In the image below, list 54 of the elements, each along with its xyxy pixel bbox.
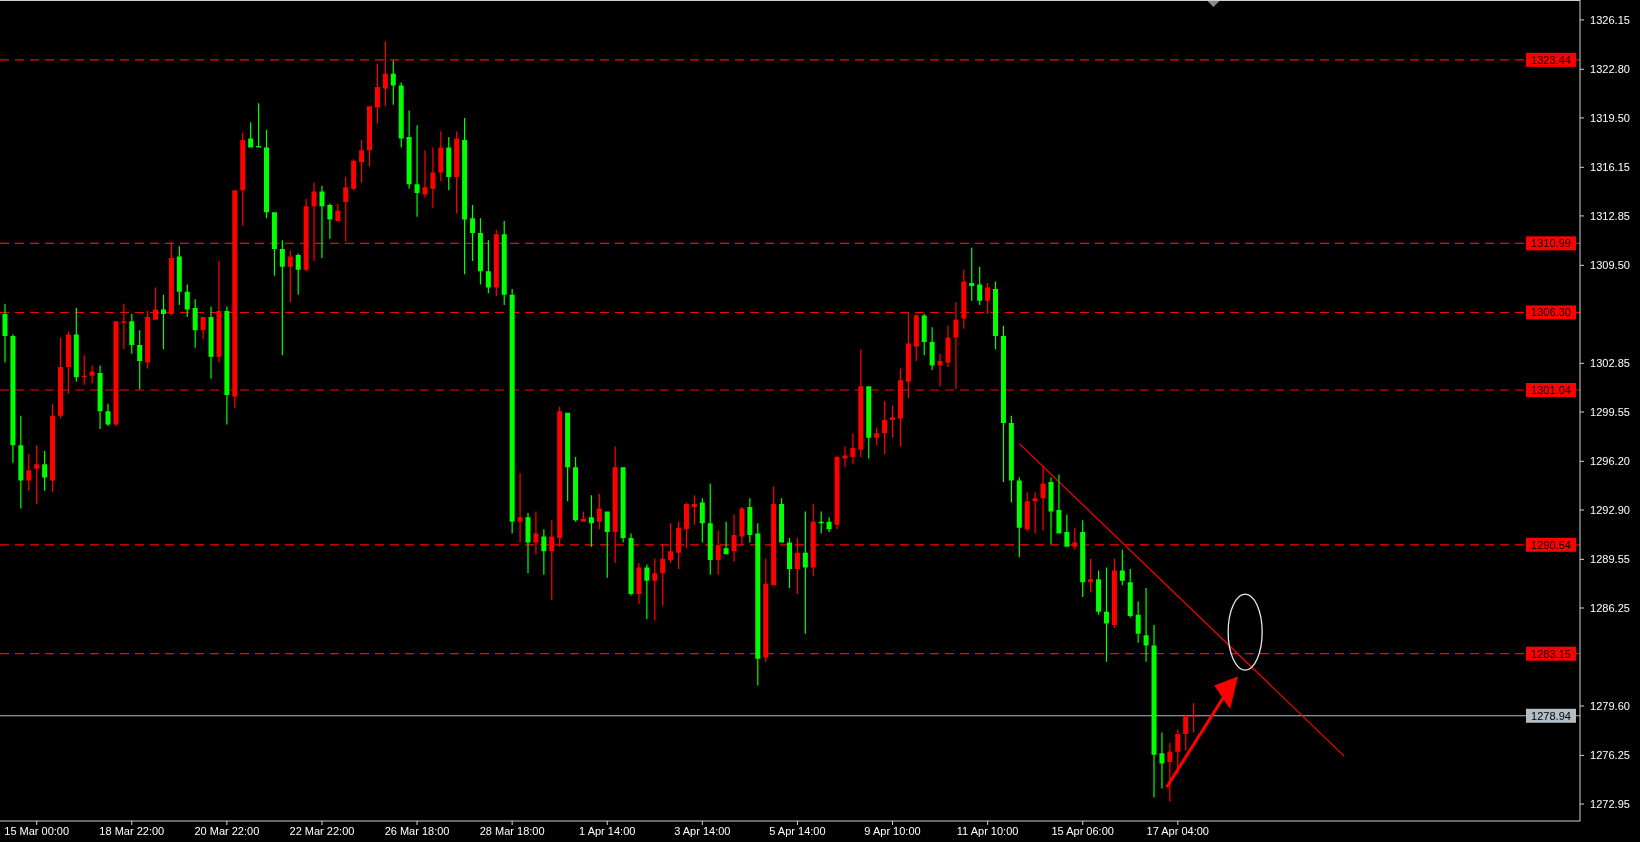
- candlestick: [636, 563, 642, 605]
- candlestick: [525, 512, 531, 574]
- ref-line-label: 1283.15: [1531, 647, 1571, 660]
- candlestick: [1143, 588, 1149, 662]
- y-tick-label: 1299.55: [1590, 405, 1630, 418]
- x-tick-label: 1 Apr 14:00: [579, 825, 636, 837]
- candlestick: [97, 365, 103, 429]
- y-tick-label: 1276.25: [1590, 749, 1630, 762]
- ref-line-label: 1290.54: [1531, 538, 1571, 551]
- x-tick-label: 3 Apr 14:00: [674, 825, 731, 837]
- ref-line-label: 1278.94: [1531, 709, 1571, 722]
- y-tick-label: 1286.25: [1590, 601, 1630, 614]
- y-tick-label: 1316.15: [1590, 161, 1630, 174]
- candlestick: [2, 303, 8, 363]
- ref-line-label: 1323.44: [1531, 53, 1571, 66]
- ref-line-label: 1310.99: [1531, 237, 1571, 250]
- candlestick: [937, 353, 943, 387]
- x-tick-label: 15 Apr 06:00: [1051, 825, 1114, 837]
- candlestick: [842, 446, 848, 468]
- y-tick-label: 1326.15: [1590, 13, 1630, 26]
- y-tick-label: 1319.50: [1590, 111, 1630, 124]
- candlestick: [319, 185, 325, 258]
- x-tick-label: 5 Apr 14:00: [769, 825, 826, 837]
- x-tick-label: 11 Apr 10:00: [956, 825, 1019, 837]
- y-tick-label: 1279.60: [1590, 699, 1630, 712]
- x-tick-label: 28 Mar 18:00: [479, 825, 545, 837]
- x-tick-label: 26 Mar 18:00: [384, 825, 450, 837]
- y-tick-label: 1309.50: [1590, 259, 1630, 272]
- candlestick: [208, 306, 214, 379]
- candlestick: [1159, 732, 1165, 789]
- x-tick-label: 18 Mar 22:00: [99, 825, 165, 837]
- x-tick-label: 22 Mar 22:00: [289, 825, 355, 837]
- candlestick: [422, 150, 428, 198]
- candlestick: [105, 403, 111, 426]
- ref-line-label: 1301.04: [1531, 383, 1571, 396]
- x-tick-label: 15 Mar 00:00: [4, 825, 70, 837]
- y-tick-label: 1322.80: [1590, 63, 1630, 76]
- y-tick-label: 1289.55: [1590, 553, 1630, 566]
- x-tick-label: 9 Apr 10:00: [864, 825, 921, 837]
- candlestick: [517, 473, 523, 543]
- x-tick-label: 17 Apr 04:00: [1146, 825, 1209, 837]
- y-tick-label: 1312.85: [1590, 209, 1630, 222]
- ref-line-label: 1306.30: [1531, 306, 1571, 319]
- x-tick-label: 20 Mar 22:00: [194, 825, 260, 837]
- candlestick: [1048, 477, 1054, 544]
- candlestick: [1056, 474, 1062, 534]
- y-tick-label: 1272.95: [1590, 797, 1630, 810]
- y-tick-label: 1292.90: [1590, 503, 1630, 516]
- candlestick: [414, 125, 420, 217]
- y-tick-label: 1296.20: [1590, 455, 1630, 468]
- candlestick: [1040, 465, 1046, 531]
- candlestick: [430, 147, 436, 208]
- candlestick: [945, 325, 951, 368]
- y-tick-label: 1302.85: [1590, 357, 1630, 370]
